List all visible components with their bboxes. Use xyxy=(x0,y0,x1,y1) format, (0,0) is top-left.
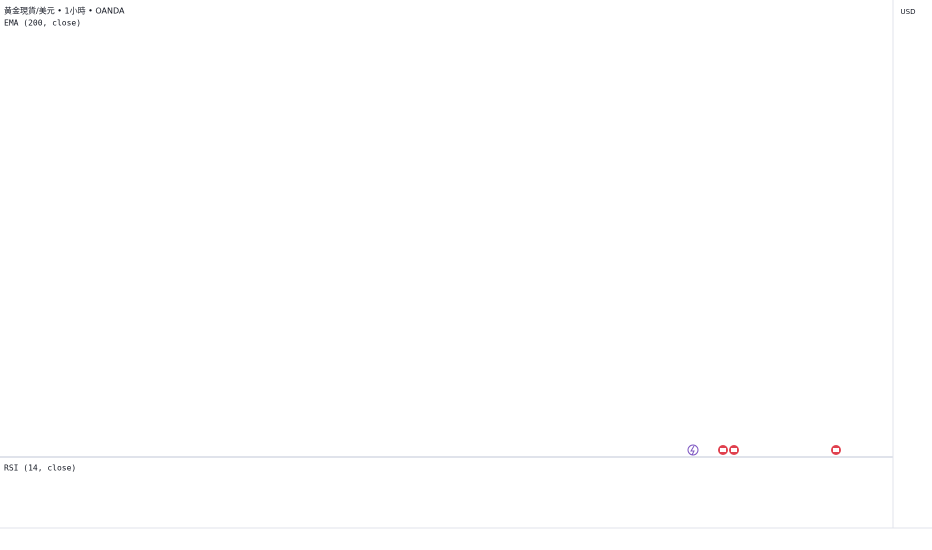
indicator-label: EMA (200, close) xyxy=(4,19,81,28)
event-icons xyxy=(687,444,841,456)
pane-divider xyxy=(0,456,932,458)
price-axis xyxy=(893,0,932,550)
currency: USD xyxy=(901,8,916,16)
rsi-title: RSI (14, close) xyxy=(4,464,76,473)
chart-title: 黄金現貨/美元 • 1小時 • OANDA xyxy=(4,6,125,16)
